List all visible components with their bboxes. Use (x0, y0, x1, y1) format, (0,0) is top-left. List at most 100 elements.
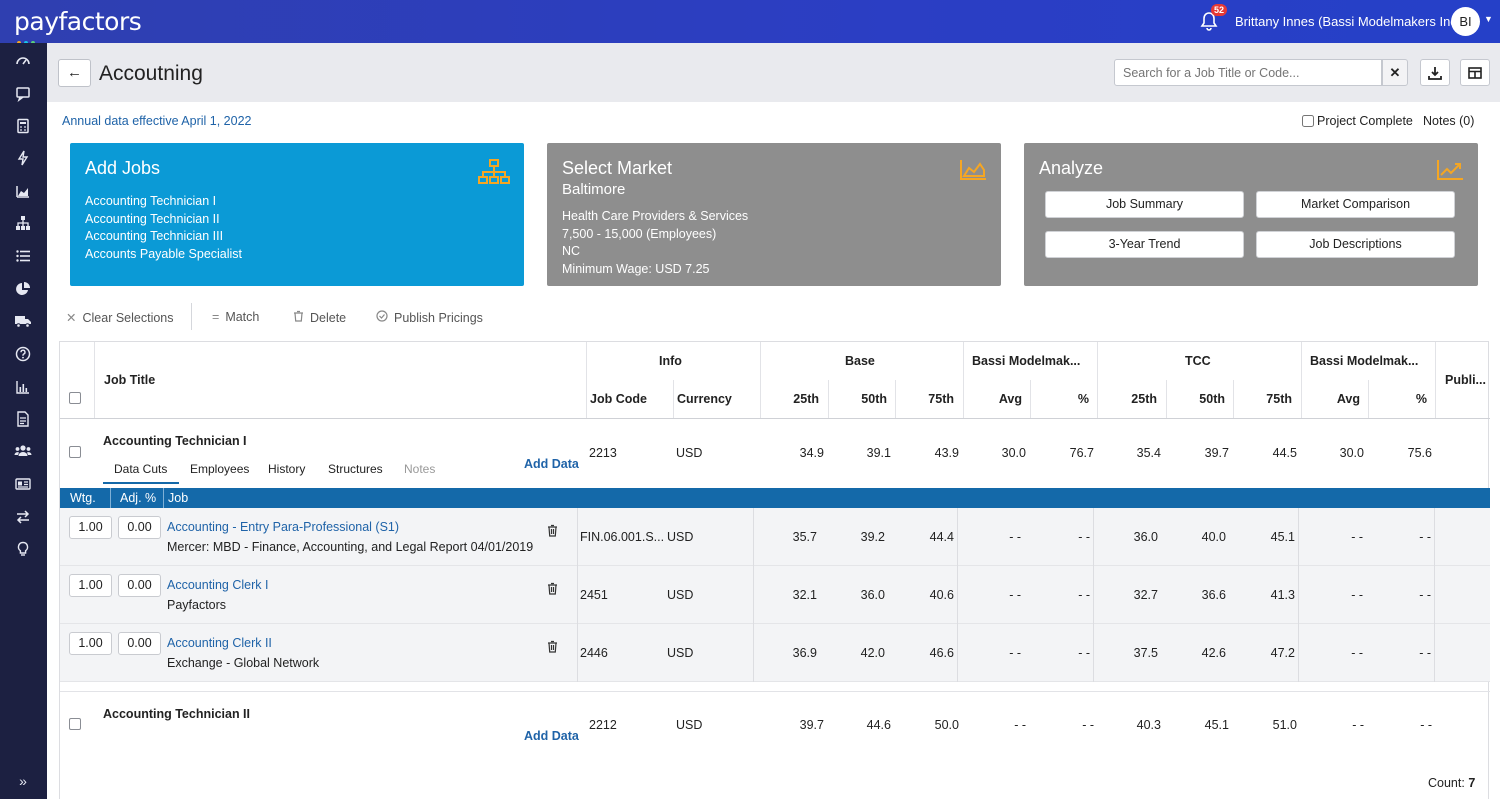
data-cut-row: 1.00 0.00 Accounting Clerk I Payfactors … (60, 566, 1490, 624)
list-icon[interactable] (12, 248, 34, 270)
project-complete-toggle[interactable]: Project Complete (1302, 114, 1413, 128)
tcc-avg-header[interactable]: Avg (1336, 392, 1360, 406)
truck-icon[interactable] (12, 313, 34, 335)
user-name[interactable]: Brittany Innes (Bassi Modelmakers Inc.) (1235, 14, 1465, 29)
base-75th-value: 50.0 (934, 718, 959, 732)
cut-base-25th: 35.7 (792, 530, 817, 544)
delete-button[interactable]: Delete (293, 310, 346, 325)
grid-view-button[interactable] (1460, 59, 1490, 86)
job-title[interactable]: Accounting Technician II (103, 707, 251, 721)
grid-divider (957, 624, 958, 682)
tab-notes[interactable]: Notes (404, 462, 436, 476)
clear-search-button[interactable]: ✕ (1382, 59, 1408, 86)
grid-divider (1301, 342, 1302, 418)
publish-pricings-button[interactable]: Publish Pricings (376, 310, 483, 325)
tcc-25th-header[interactable]: 25th (1131, 392, 1157, 406)
tab-structures[interactable]: Structures (328, 462, 383, 476)
market-comparison-button[interactable]: Market Comparison (1256, 191, 1455, 218)
bassi-group-header: Bassi Modelmak... (1310, 354, 1419, 368)
cut-base-pct: - - (1078, 588, 1090, 602)
document-icon[interactable] (12, 411, 34, 433)
pie-chart-icon[interactable] (12, 281, 34, 303)
weight-input[interactable]: 1.00 (69, 574, 112, 597)
match-button[interactable]: = Match (212, 310, 259, 324)
analyze-card: Analyze Job Summary Market Comparison 3-… (1024, 143, 1478, 286)
base-25th-header[interactable]: 25th (793, 392, 819, 406)
tcc-75th-header[interactable]: 75th (1266, 392, 1292, 406)
weight-input[interactable]: 1.00 (69, 632, 112, 655)
tab-history[interactable]: History (268, 462, 306, 476)
select-market-card[interactable]: Select Market Baltimore Health Care Prov… (547, 143, 1001, 286)
base-75th-header[interactable]: 75th (928, 392, 954, 406)
job-code-header[interactable]: Job Code (590, 392, 647, 406)
search-input[interactable] (1114, 59, 1382, 86)
close-icon: ✕ (66, 311, 77, 325)
calculator-icon[interactable] (12, 118, 34, 140)
job-descriptions-button[interactable]: Job Descriptions (1256, 231, 1455, 258)
add-data-link[interactable]: Add Data (524, 457, 579, 471)
avatar[interactable]: BI (1451, 7, 1480, 36)
trend-chart-icon (1432, 159, 1464, 185)
job-title-header[interactable]: Job Title (104, 373, 156, 387)
cut-base-75th: 46.6 (929, 646, 954, 660)
trash-icon[interactable] (547, 582, 558, 598)
download-button[interactable] (1420, 59, 1450, 86)
tcc-75th-value: 44.5 (1272, 446, 1297, 460)
back-button[interactable]: ← (58, 59, 91, 87)
cut-source: Exchange - Global Network (167, 656, 320, 670)
three-year-trend-button[interactable]: 3-Year Trend (1045, 231, 1244, 258)
exchange-icon[interactable] (12, 509, 34, 531)
chat-icon[interactable] (12, 86, 34, 108)
base-50th-header[interactable]: 50th (861, 392, 887, 406)
row-checkbox[interactable] (69, 718, 81, 730)
lightbulb-icon[interactable] (12, 541, 34, 563)
add-data-link[interactable]: Add Data (524, 729, 579, 743)
cut-job-link[interactable]: Accounting - Entry Para-Professional (S1… (167, 520, 400, 534)
base-avg-header[interactable]: Avg (998, 392, 1022, 406)
publish-header[interactable]: Publi... (1445, 373, 1486, 387)
tab-employees[interactable]: Employees (190, 462, 250, 476)
job-summary-button[interactable]: Job Summary (1045, 191, 1244, 218)
grid-divider (1030, 380, 1031, 418)
cut-base-avg: - - (1009, 588, 1021, 602)
job-title[interactable]: Accounting Technician I (103, 434, 247, 448)
base-pct-header[interactable]: % (1077, 392, 1089, 406)
currency-header[interactable]: Currency (677, 392, 732, 406)
users-icon[interactable] (12, 443, 34, 465)
add-jobs-card[interactable]: Add Jobs Accounting Technician I Account… (70, 143, 524, 286)
help-icon[interactable] (12, 346, 34, 368)
org-chart-icon[interactable] (12, 215, 34, 237)
adjustment-input[interactable]: 0.00 (118, 574, 161, 597)
id-card-icon[interactable] (12, 476, 34, 498)
bar-chart-icon[interactable] (12, 379, 34, 401)
grid-divider (895, 380, 896, 418)
row-checkbox[interactable] (69, 446, 81, 458)
cut-base-avg: - - (1009, 530, 1021, 544)
market-line: NC (562, 244, 581, 258)
grid-divider (760, 342, 761, 418)
trash-icon[interactable] (547, 640, 558, 656)
lightning-icon[interactable] (12, 150, 34, 172)
tab-data-cuts[interactable]: Data Cuts (114, 462, 168, 476)
adjustment-input[interactable]: 0.00 (118, 516, 161, 539)
cut-job-link[interactable]: Accounting Clerk I (167, 578, 269, 592)
add-jobs-title: Add Jobs (85, 158, 161, 178)
expand-sidebar-icon[interactable]: » (19, 773, 27, 789)
area-chart-icon[interactable] (12, 183, 34, 205)
cut-tcc-avg: - - (1351, 588, 1363, 602)
cut-tcc-pct: - - (1419, 530, 1431, 544)
tcc-pct-header[interactable]: % (1415, 392, 1427, 406)
payfactors-logo[interactable]: payfactors (14, 7, 142, 36)
project-complete-checkbox[interactable] (1302, 115, 1314, 127)
weight-input[interactable]: 1.00 (69, 516, 112, 539)
caret-down-icon[interactable]: ▼ (1484, 14, 1493, 24)
select-all-checkbox[interactable] (69, 392, 81, 404)
adjustment-input[interactable]: 0.00 (118, 632, 161, 655)
tcc-50th-header[interactable]: 50th (1199, 392, 1225, 406)
dashboard-icon[interactable] (12, 53, 34, 75)
tcc-50th-value: 39.7 (1204, 446, 1229, 460)
notes-link[interactable]: Notes (0) (1423, 114, 1475, 128)
trash-icon[interactable] (547, 524, 558, 540)
cut-job-link[interactable]: Accounting Clerk II (167, 636, 272, 650)
clear-selections-button[interactable]: ✕ Clear Selections (66, 310, 174, 325)
